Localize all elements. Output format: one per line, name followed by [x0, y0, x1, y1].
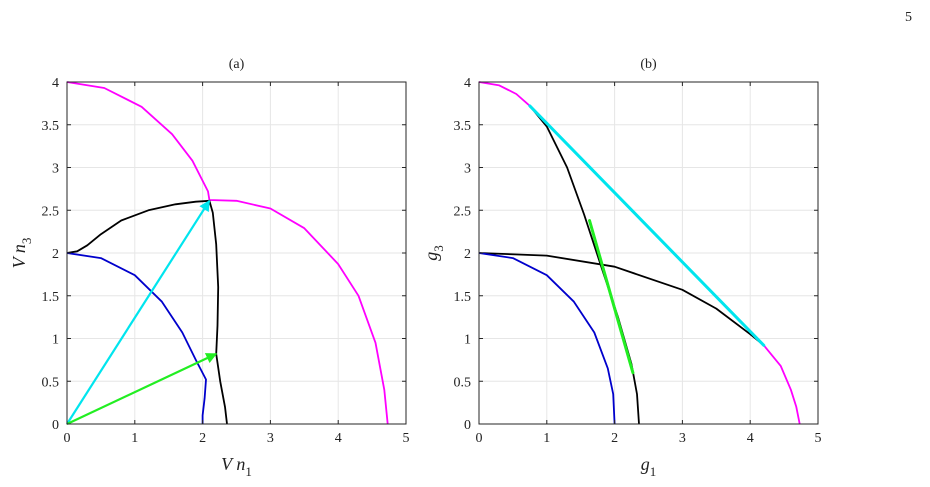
y-tick-label: 0.5 [454, 375, 472, 390]
y-tick-label: 0 [464, 418, 471, 433]
y-tick-label: 2.5 [454, 204, 472, 219]
y-tick-label: 0 [52, 418, 59, 433]
y-tick-label: 1 [52, 333, 59, 348]
series-line-blue [66, 252, 207, 424]
y-tick-label: 1.5 [42, 290, 60, 305]
series-line-black [478, 252, 765, 346]
page-number: 5 [905, 10, 912, 25]
x-tick-label: 2 [199, 431, 206, 446]
x-tick-label: 4 [747, 431, 754, 446]
series-line-blue [478, 252, 616, 425]
arrow-cyan [66, 199, 211, 425]
y-axis-label-sub: 3 [431, 245, 446, 252]
y-tick-label: 4 [464, 76, 471, 91]
series-line-magenta [478, 81, 531, 107]
y-tick-label: 2 [52, 247, 59, 262]
chart-panel-a: 0 1 2 3 4 5 0 0.5 1 1.5 2 2.5 3 3.5 4 (a) V n1 V n3 [9, 57, 410, 479]
series-line-magenta [763, 344, 801, 425]
x-axis-label: V n1 [221, 454, 252, 479]
y-tick-label: 3.5 [42, 119, 60, 134]
x-tick-label: 1 [131, 431, 138, 446]
x-tick-label: 4 [335, 431, 342, 446]
x-tick-label: 5 [403, 431, 410, 446]
x-tick-label: 0 [476, 431, 483, 446]
x-axis-label: g1 [641, 454, 657, 479]
arrow-green [66, 352, 218, 425]
y-tick-label: 3 [464, 162, 471, 177]
y-tick-label: 3 [52, 162, 59, 177]
y-tick-label: 3.5 [454, 119, 472, 134]
series-line-magenta [66, 81, 389, 425]
chart-panel-b: 0 1 2 3 4 5 0 0.5 1 1.5 2 2.5 3 3.5 4 (b) g1 g3 [421, 57, 822, 479]
y-tick-label: 4 [52, 76, 59, 91]
x-axis-label-sub: 1 [650, 464, 657, 479]
x-axis-label-sub: 1 [245, 464, 252, 479]
y-axis-label-sub: 3 [19, 238, 34, 245]
segment-green [588, 219, 635, 375]
y-tick-label: 2 [464, 247, 471, 262]
x-tick-label: 3 [267, 431, 274, 446]
y-tick-label: 2.5 [42, 204, 60, 219]
segment-cyan [528, 104, 766, 347]
y-axis-label: g3 [421, 245, 446, 261]
y-axis-label: V n3 [9, 238, 34, 269]
y-tick-label: 1 [464, 333, 471, 348]
x-tick-label: 0 [64, 431, 71, 446]
panel-title: (b) [640, 57, 657, 72]
panel-title: (a) [229, 57, 245, 72]
x-tick-label: 3 [679, 431, 686, 446]
x-tick-label: 1 [543, 431, 550, 446]
x-tick-label: 2 [611, 431, 618, 446]
series-line-black [529, 105, 640, 425]
y-tick-label: 1.5 [454, 290, 472, 305]
y-tick-label: 0.5 [42, 375, 60, 390]
x-tick-label: 5 [815, 431, 822, 446]
